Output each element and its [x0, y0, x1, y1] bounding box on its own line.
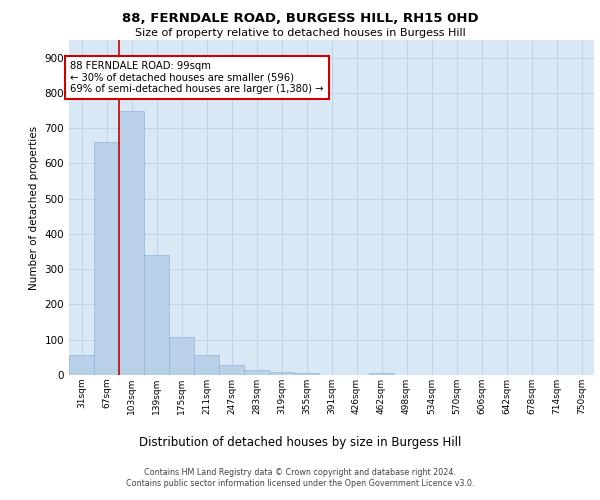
Bar	[119, 110, 144, 375]
Bar	[194, 355, 219, 375]
Bar	[94, 142, 119, 375]
Bar	[219, 366, 244, 375]
Text: Contains HM Land Registry data © Crown copyright and database right 2024.
Contai: Contains HM Land Registry data © Crown c…	[126, 468, 474, 487]
Text: Size of property relative to detached houses in Burgess Hill: Size of property relative to detached ho…	[134, 28, 466, 38]
Bar	[169, 337, 194, 375]
Text: 88, FERNDALE ROAD, BURGESS HILL, RH15 0HD: 88, FERNDALE ROAD, BURGESS HILL, RH15 0H…	[122, 12, 478, 26]
Bar	[144, 255, 169, 375]
Bar	[294, 373, 319, 375]
Bar	[69, 355, 94, 375]
Text: Distribution of detached houses by size in Burgess Hill: Distribution of detached houses by size …	[139, 436, 461, 449]
Bar	[369, 373, 394, 375]
Text: 88 FERNDALE ROAD: 99sqm
← 30% of detached houses are smaller (596)
69% of semi-d: 88 FERNDALE ROAD: 99sqm ← 30% of detache…	[70, 61, 324, 94]
Bar	[269, 372, 294, 375]
Y-axis label: Number of detached properties: Number of detached properties	[29, 126, 39, 290]
Bar	[244, 370, 269, 375]
